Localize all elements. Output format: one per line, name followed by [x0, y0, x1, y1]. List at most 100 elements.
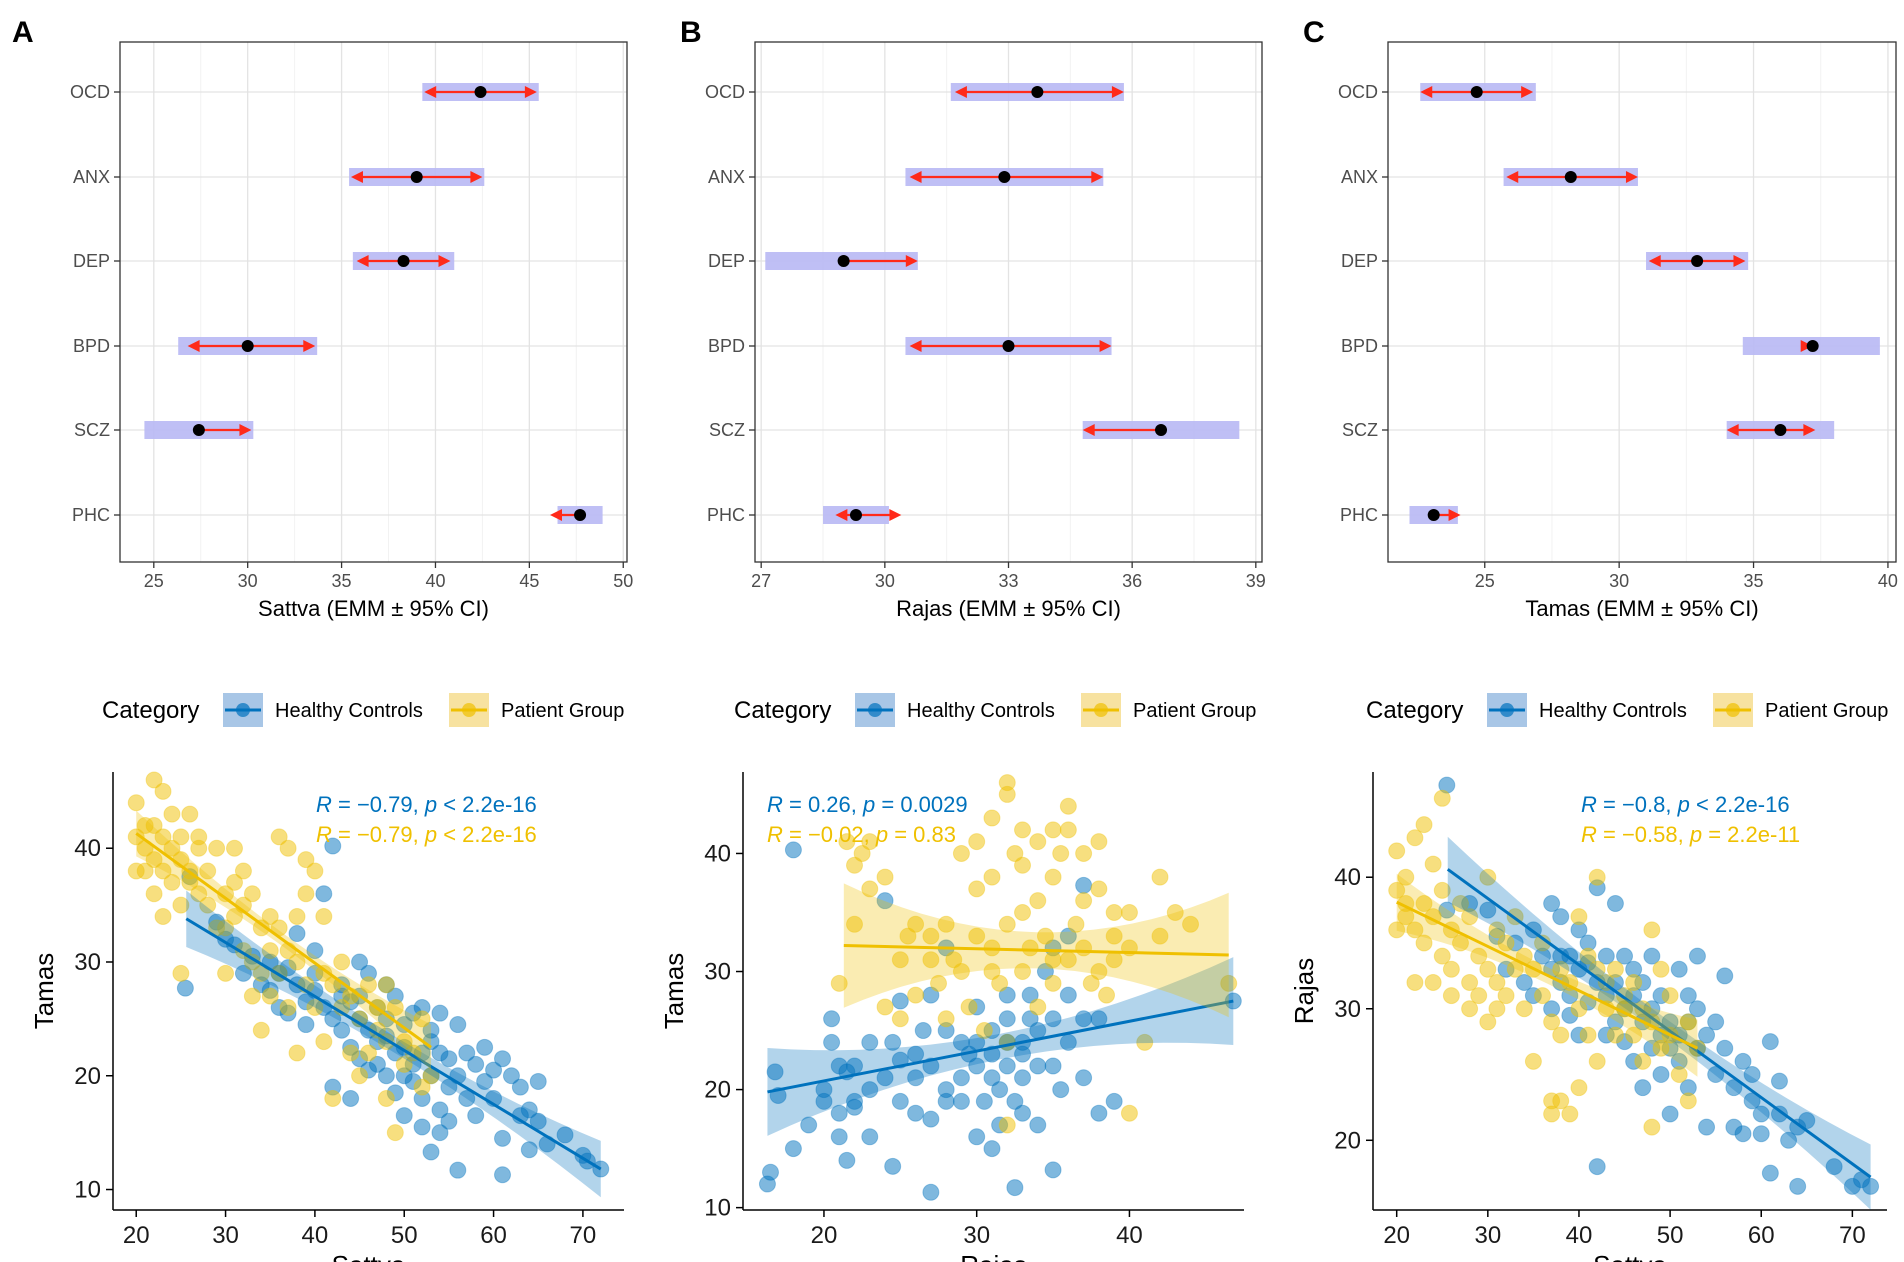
legend-title: Category	[102, 697, 199, 724]
scatter-point	[145, 851, 163, 869]
category-label: SCZ	[1342, 420, 1378, 440]
stat-r-symbol: R	[316, 822, 332, 847]
scatter-point	[983, 963, 1001, 981]
scatter-point	[1643, 921, 1661, 939]
scatter-point	[1761, 1164, 1779, 1182]
scatter-point	[297, 1016, 315, 1034]
emm-point-scz	[192, 424, 205, 436]
scatter-point	[1014, 1069, 1032, 1087]
scatter-point	[199, 862, 217, 880]
scatter-point	[449, 1016, 467, 1034]
scatter-point	[784, 1140, 802, 1158]
emm-point-bpd	[1002, 340, 1015, 352]
scatter-point	[907, 1069, 925, 1087]
panel-border	[1387, 41, 1897, 563]
scatter-point	[1661, 1105, 1679, 1123]
y-tick-label: 20	[1334, 1127, 1361, 1154]
scatter-point	[333, 1021, 351, 1039]
scatter-point	[225, 839, 243, 857]
category-label: PHC	[1340, 505, 1378, 525]
scatter-point	[922, 951, 940, 969]
scatter-point	[1743, 1092, 1761, 1110]
scatter-point	[907, 986, 925, 1004]
scatter-point	[846, 915, 864, 933]
scatter-point	[838, 833, 856, 851]
category-label: SCZ	[74, 420, 110, 440]
scatter-point	[937, 1010, 955, 1028]
emm-point-ocd	[1470, 86, 1483, 98]
scatter-point	[1679, 1013, 1697, 1031]
scatter-point	[1067, 915, 1085, 933]
scatter-point	[324, 837, 342, 855]
scatter-point	[861, 833, 879, 851]
scatter-point	[431, 1004, 449, 1022]
scatter-point	[1479, 868, 1497, 886]
scatter-point	[288, 1044, 306, 1062]
scatter-point	[136, 862, 154, 880]
scatter-point	[458, 1044, 476, 1062]
scatter-point	[914, 1022, 932, 1040]
x-tick-label: 40	[302, 1222, 329, 1249]
scatter-point	[1780, 1131, 1798, 1149]
scatter-point	[1090, 1104, 1108, 1122]
x-axis-title: Rajas	[960, 1250, 1026, 1262]
scatter-point	[1415, 934, 1433, 952]
scatter-point	[1052, 844, 1070, 862]
scatter-point	[243, 987, 261, 1005]
scatter-point	[172, 828, 190, 846]
scatter-point	[1752, 1125, 1770, 1143]
scatter-point	[485, 1061, 503, 1079]
y-tick-label: 40	[74, 835, 101, 862]
scatter-point	[1679, 1092, 1697, 1110]
scatter-point	[377, 1067, 395, 1085]
scatter-point	[1075, 876, 1093, 894]
scatter-point	[422, 1143, 440, 1161]
arrow-head	[470, 171, 483, 183]
scatter-point	[529, 1112, 547, 1130]
scatter-point	[876, 868, 894, 886]
correlation-annotation: R = −0.8, p < 2.2e-16	[1581, 792, 1790, 817]
x-tick-label: 33	[998, 571, 1018, 591]
panel-letter: C	[1303, 16, 1325, 49]
stat-p-symbol: p	[424, 822, 437, 847]
scatter-point	[1770, 1072, 1788, 1090]
scatter-point	[127, 828, 145, 846]
scatter-point	[1059, 797, 1077, 815]
scatter-point	[846, 1098, 864, 1116]
scatter-point	[1579, 1026, 1597, 1044]
scatter-point	[1570, 1079, 1588, 1097]
scatter-point	[945, 951, 963, 969]
scatter-point	[440, 1112, 458, 1130]
scatter-point	[172, 896, 190, 914]
arrow-head	[1448, 509, 1461, 521]
scatter-point	[922, 1183, 940, 1201]
scatter-point	[154, 782, 172, 800]
arrow-head	[1082, 424, 1095, 436]
stat-r-value: = −0.79,	[332, 822, 425, 847]
scatter-point	[1588, 1158, 1606, 1176]
scatter-point	[208, 839, 226, 857]
scatter-point	[1707, 1066, 1725, 1084]
category-label: BPD	[1341, 336, 1378, 356]
scatter-point	[1761, 1033, 1779, 1051]
scatter-point	[1021, 939, 1039, 957]
arrow-head	[1521, 86, 1534, 98]
scatter-point	[1090, 963, 1108, 981]
scatter-point	[1105, 903, 1123, 921]
scatter-point	[163, 873, 181, 891]
scatter-point	[511, 1078, 529, 1096]
scatter-point	[1029, 892, 1047, 910]
scatter-point	[1044, 821, 1062, 839]
scatter-point	[306, 862, 324, 880]
x-tick-label: 30	[212, 1222, 239, 1249]
scatter-point	[1470, 947, 1488, 965]
scatter-point	[823, 1033, 841, 1051]
arrow-head	[954, 86, 967, 98]
scatter-point	[1406, 921, 1424, 939]
y-tick-label: 40	[704, 840, 731, 867]
scatter-point	[1770, 1105, 1788, 1123]
scatter-point	[1433, 881, 1451, 899]
stat-r-value: = −0.79,	[332, 792, 425, 817]
scatter-point	[1688, 1000, 1706, 1018]
correlation-annotation: R = −0.58, p = 2.2e-11	[1581, 822, 1800, 847]
